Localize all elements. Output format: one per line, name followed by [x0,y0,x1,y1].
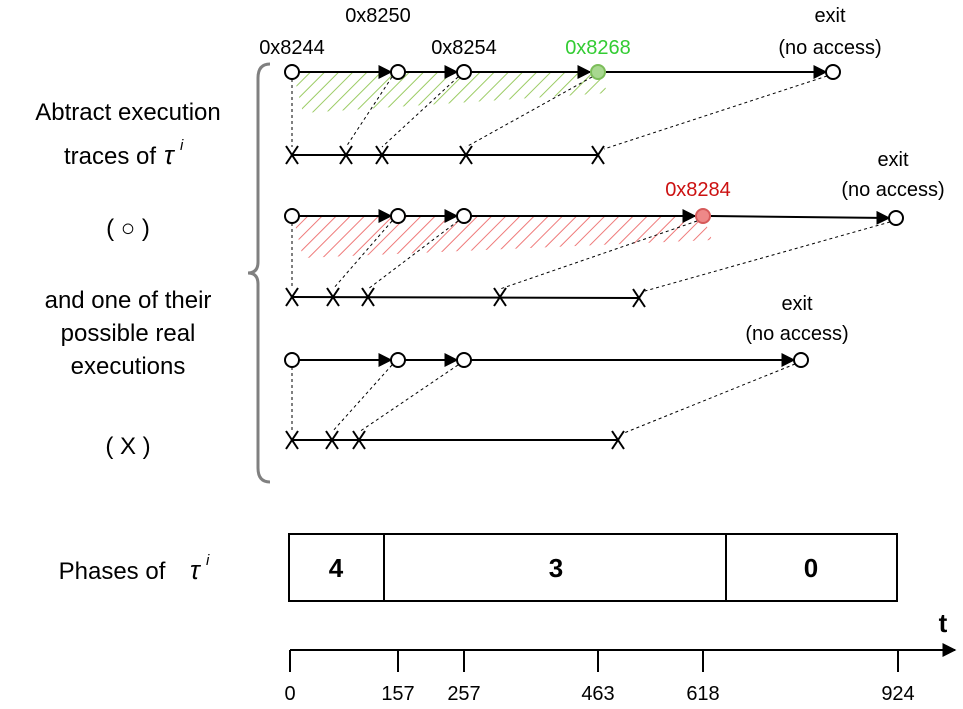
time-tick-label: 257 [447,683,480,705]
left-labels: Abtract execution traces of τ i ( ○ ) an… [35,99,220,460]
tau-superscript: i [180,137,184,154]
time-axis-label: t [939,608,948,638]
tau-superscript: i [206,552,210,569]
exit-labels: exit (no access) exit (no access) exit (… [745,5,944,345]
abstract-node [456,352,472,368]
correspondence-lines [291,75,828,150]
time-axis: t 0 157 257 463 618 924 [284,608,957,705]
exit-label: exit [781,293,813,315]
time-tick-label: 618 [686,683,719,705]
abstract-node-exit [793,352,809,368]
green-hatched-region [293,72,608,113]
cross-legend: ( X ) [105,433,150,460]
trace-group-1 [284,64,841,165]
label-traces-of: traces of [64,143,156,170]
address-label: 0x8244 [259,37,325,59]
no-access-label: (no access) [841,179,944,201]
label-possible-real: possible real [61,320,196,347]
address-label-red: 0x8284 [665,179,731,201]
label-and-one-of-their: and one of their [45,287,212,314]
abstract-node [284,352,300,368]
tau-symbol: τ [190,555,202,585]
correspondence-lines [291,220,891,292]
label-executions: executions [71,353,186,380]
phases-label: Phases of [59,558,166,585]
time-tick-label: 0 [284,683,295,705]
abstract-node [390,64,406,80]
left-curly-brace [247,62,271,484]
abstract-node [284,64,300,80]
address-label-green: 0x8268 [565,37,631,59]
abstract-node [456,64,472,80]
abstract-node [456,208,472,224]
real-execution-crosses [285,430,625,450]
phase-cell-value: 4 [329,553,344,583]
trace-group-3 [284,352,809,450]
real-execution-crosses [285,287,646,308]
phase-cell-value: 0 [804,553,818,583]
abstract-node-exit [888,210,904,226]
abstract-node [284,208,300,224]
trace-group-2 [284,208,904,308]
address-label: 0x8254 [431,37,497,59]
phase-cell-value: 3 [549,553,563,583]
time-tick-label: 157 [381,683,414,705]
correspondence-lines [291,363,796,434]
exit-label: exit [877,149,909,171]
no-access-label: (no access) [778,37,881,59]
time-tick-label: 924 [881,683,914,705]
no-access-label: (no access) [745,323,848,345]
circle-legend: ( ○ ) [106,215,150,242]
abstract-node [390,352,406,368]
abstract-node-red [695,208,711,224]
phases-box [288,533,898,602]
abstract-node-exit [825,64,841,80]
label-abstract-execution: Abtract execution [35,99,220,126]
abstract-node [390,208,406,224]
red-hatched-region [293,216,712,258]
exit-label: exit [814,5,846,27]
time-tick-label: 463 [581,683,614,705]
address-labels: 0x8244 0x8250 0x8254 0x8268 0x8284 [259,5,731,201]
real-execution-crosses [285,145,605,165]
abstract-node-green [590,64,606,80]
address-label: 0x8250 [345,5,411,27]
tau-symbol: τ [164,140,176,170]
phases-row: Phases of τ i 4 3 0 [59,533,898,602]
